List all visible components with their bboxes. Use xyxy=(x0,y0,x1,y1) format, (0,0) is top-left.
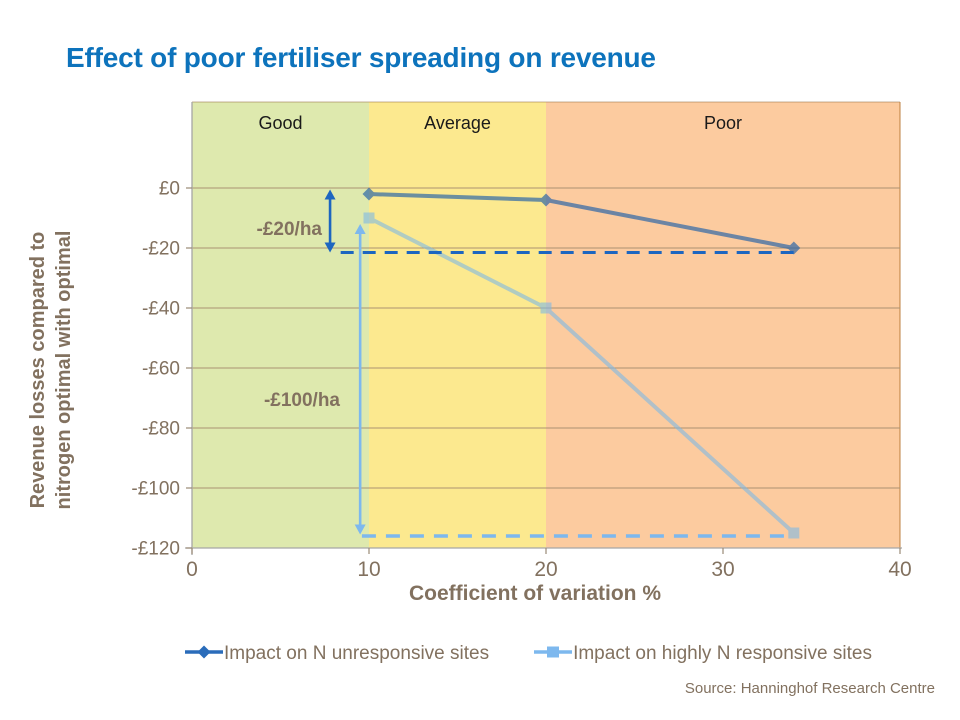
y-axis-title-line2: nitrogen optimal with optimal xyxy=(53,230,75,510)
diamond-marker xyxy=(362,187,376,201)
y-tick-label--£40: -£40 xyxy=(142,299,180,320)
arrow-dark-head-down xyxy=(324,242,336,253)
diamond-marker xyxy=(539,193,553,207)
annotation-label-100-per-ha: -£100/ha xyxy=(263,390,340,411)
diamond-series-icon xyxy=(185,644,223,665)
chart-title: Effect of poor fertiliser spreading on r… xyxy=(66,42,656,73)
x-tick-label-40: 40 xyxy=(888,558,911,581)
y-tick-label--£60: -£60 xyxy=(142,359,180,380)
y-axis-title-line1: Revenue losses compared to xyxy=(27,231,49,509)
legend-item-responsive: Impact on highly N responsive sites xyxy=(534,643,872,665)
x-tick-label-30: 30 xyxy=(711,558,734,581)
band-poor xyxy=(546,102,900,548)
x-axis-title: Coefficient of variation % xyxy=(408,582,662,605)
y-tick-label--£120: -£120 xyxy=(131,539,180,560)
x-tick-label-20: 20 xyxy=(534,558,557,581)
band-average xyxy=(369,102,546,548)
series-2 xyxy=(363,212,800,539)
band-label-good: Good xyxy=(258,113,302,133)
legend-item-unresponsive: Impact on N unresponsive sites xyxy=(185,643,489,665)
x-tick-label-0: 0 xyxy=(186,558,198,581)
annotation-label-20-per-ha: -£20/ha xyxy=(256,219,322,240)
legend-label-responsive: Impact on highly N responsive sites xyxy=(573,643,872,664)
y-tick-label--£80: -£80 xyxy=(142,419,180,440)
legend: Impact on N unresponsive sites Impact on… xyxy=(185,643,945,665)
square-marker xyxy=(540,302,552,314)
arrow-light-head-down xyxy=(354,524,366,535)
y-tick-label-£0: £0 xyxy=(159,179,180,200)
diamond-legend-glyph xyxy=(185,645,223,658)
legend-label-unresponsive: Impact on N unresponsive sites xyxy=(224,643,490,664)
band-label-poor: Poor xyxy=(704,113,742,133)
arrow-dark-head-up xyxy=(324,189,336,200)
band-good xyxy=(192,102,369,548)
x-tick-label-10: 10 xyxy=(357,558,380,581)
square-marker xyxy=(788,527,800,539)
y-tick-label--£20: -£20 xyxy=(142,239,180,260)
y-tick-label--£100: -£100 xyxy=(131,479,180,500)
square-legend-glyph xyxy=(534,646,573,657)
y-axis-title: Revenue losses compared to nitrogen opti… xyxy=(25,167,79,573)
source-credit: Source: Hanninghof Research Centre xyxy=(684,680,935,697)
square-marker xyxy=(363,212,375,224)
arrow-light-head-up xyxy=(354,224,366,234)
square-series-icon xyxy=(534,644,573,665)
band-label-average: Average xyxy=(424,113,491,133)
